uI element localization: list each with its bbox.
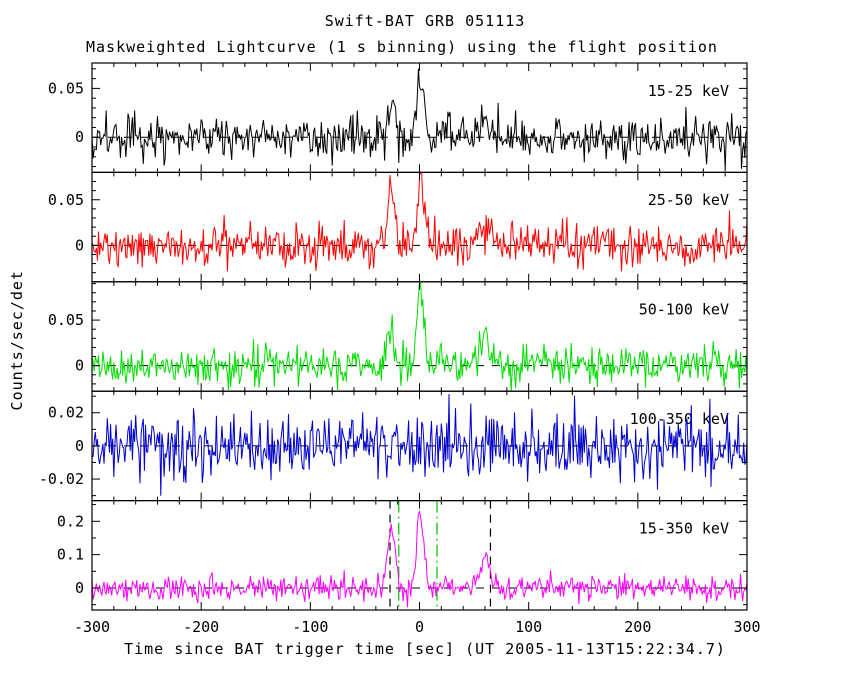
x-tick-label: -200 bbox=[183, 618, 219, 636]
panel-100-350-kev: 100-350 keV -0.02 0 0.02 bbox=[39, 390, 748, 502]
lightcurve-15-350-kev bbox=[91, 509, 748, 608]
chart-title: Swift-BAT GRB 051113 bbox=[324, 12, 526, 30]
x-tick-label: 100 bbox=[515, 618, 542, 636]
x-tick-label: -100 bbox=[292, 618, 328, 636]
lightcurve-100-350-kev bbox=[91, 394, 748, 496]
band-label-100-350-kev: 100-350 keV bbox=[630, 410, 729, 428]
panel-15-25-kev: 15-25 keV 0 0.05 bbox=[48, 62, 748, 174]
panel-50-100-kev: 50-100 keV 0 0.05 bbox=[48, 281, 748, 392]
panel-15-350-kev: 15-350 keV 0 0.1 0.2 bbox=[57, 500, 748, 611]
y-tick-label: 0.05 bbox=[48, 79, 84, 97]
y-tick-label: 0 bbox=[75, 236, 84, 254]
y-tick-label: 0.05 bbox=[48, 311, 84, 329]
lightcurve-25-50-kev bbox=[91, 171, 748, 272]
x-tick-label: 0 bbox=[415, 618, 424, 636]
lightcurve-50-100-kev bbox=[91, 281, 748, 392]
y-tick-label: 0.1 bbox=[57, 546, 84, 564]
y-tick-label: 0.2 bbox=[57, 512, 84, 530]
y-tick-label: -0.02 bbox=[39, 470, 84, 488]
y-tick-label: 0.02 bbox=[48, 404, 84, 422]
x-axis-label: Time since BAT trigger time [sec] (UT 20… bbox=[124, 640, 726, 658]
band-label-50-100-kev: 50-100 keV bbox=[639, 301, 729, 319]
band-label-15-350-kev: 15-350 keV bbox=[639, 519, 729, 537]
y-tick-label: 0 bbox=[75, 437, 84, 455]
x-tick-label: -300 bbox=[74, 618, 110, 636]
panel-25-50-kev: 25-50 keV 0 0.05 bbox=[48, 171, 748, 283]
x-tick-label: 200 bbox=[624, 618, 651, 636]
y-tick-label: 0.05 bbox=[48, 191, 84, 209]
y-tick-label: 0 bbox=[75, 579, 84, 597]
lightcurve-15-25-kev bbox=[91, 68, 748, 170]
panel-frame-15-350-kev bbox=[91, 500, 748, 611]
band-label-15-25-kev: 15-25 keV bbox=[648, 82, 729, 100]
chart-subtitle: Maskweighted Lightcurve (1 s binning) us… bbox=[86, 38, 718, 56]
x-tick-label: 300 bbox=[733, 618, 760, 636]
band-label-25-50-kev: 25-50 keV bbox=[648, 191, 729, 209]
y-tick-label: 0 bbox=[75, 128, 84, 146]
y-tick-label: 0 bbox=[75, 357, 84, 375]
